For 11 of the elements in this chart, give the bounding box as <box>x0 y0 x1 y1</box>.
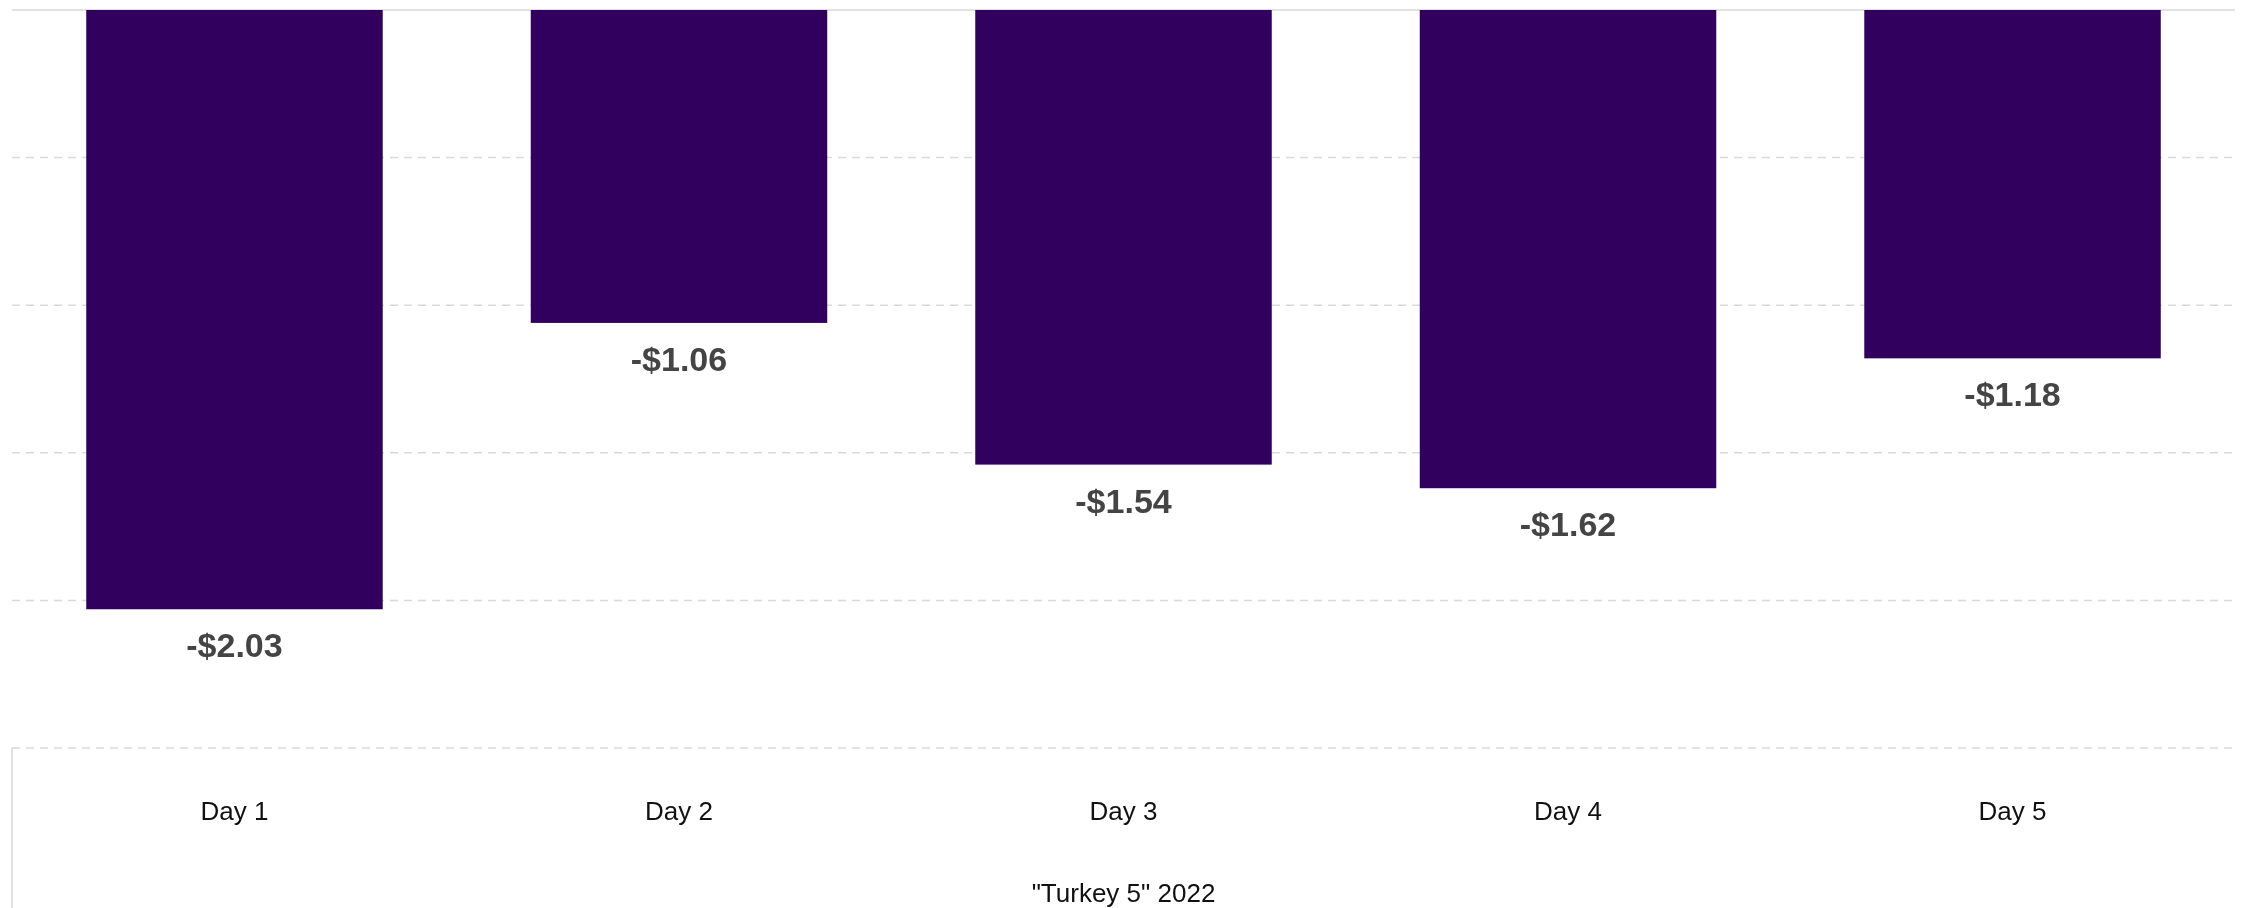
x-axis-title: "Turkey 5" 2022 <box>1031 878 1216 908</box>
data-label: -$1.18 <box>1964 375 2061 414</box>
x-tick-label: Day 1 <box>200 796 269 826</box>
data-label: -$1.62 <box>1519 505 1617 544</box>
x-tick-label: Day 2 <box>645 796 713 826</box>
x-tick-label: Day 5 <box>1978 796 2047 826</box>
data-label: -$2.03 <box>186 626 283 665</box>
x-tick-label: Day 4 <box>1534 796 1602 826</box>
data-label: -$1.54 <box>1075 481 1172 520</box>
data-label: -$1.06 <box>630 339 728 378</box>
x-tick-label: Day 3 <box>1089 796 1158 826</box>
